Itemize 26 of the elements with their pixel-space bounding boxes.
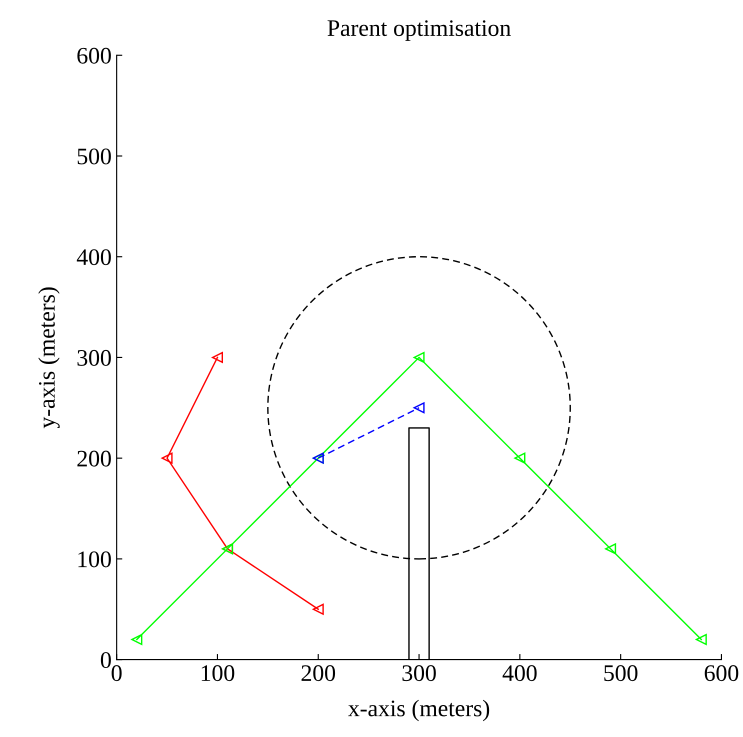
point: [161, 452, 173, 464]
point: [605, 543, 616, 554]
y-tick-label: 0: [100, 652, 111, 668]
x-tick-label: 400: [502, 665, 537, 682]
y-tick-label: 400: [76, 249, 111, 266]
x-tick-label: 100: [202, 665, 234, 682]
x-axis-title: x-axis (meters): [348, 700, 490, 722]
x-tick-label: 500: [604, 665, 638, 682]
point: [696, 634, 707, 646]
y-tick-label: 300: [78, 350, 111, 366]
point: [413, 402, 425, 414]
chart-title: Parent optimisation: [328, 20, 511, 41]
x-tick-label: 0: [112, 665, 122, 682]
point: [312, 604, 324, 615]
y-axis-title: y-axis (meters): [38, 287, 60, 428]
y-tick-label: 600: [77, 48, 111, 64]
y-tick-label: 500: [78, 148, 111, 164]
point: [131, 634, 142, 646]
x-tick-label: 300: [402, 665, 436, 682]
y-tick-label: 100: [78, 551, 111, 568]
x-tick-label: 600: [704, 665, 738, 682]
y-tick-label: 200: [77, 450, 111, 467]
point: [413, 352, 425, 363]
point: [212, 352, 224, 363]
point: [514, 452, 526, 464]
x-tick-label: 200: [302, 665, 336, 682]
